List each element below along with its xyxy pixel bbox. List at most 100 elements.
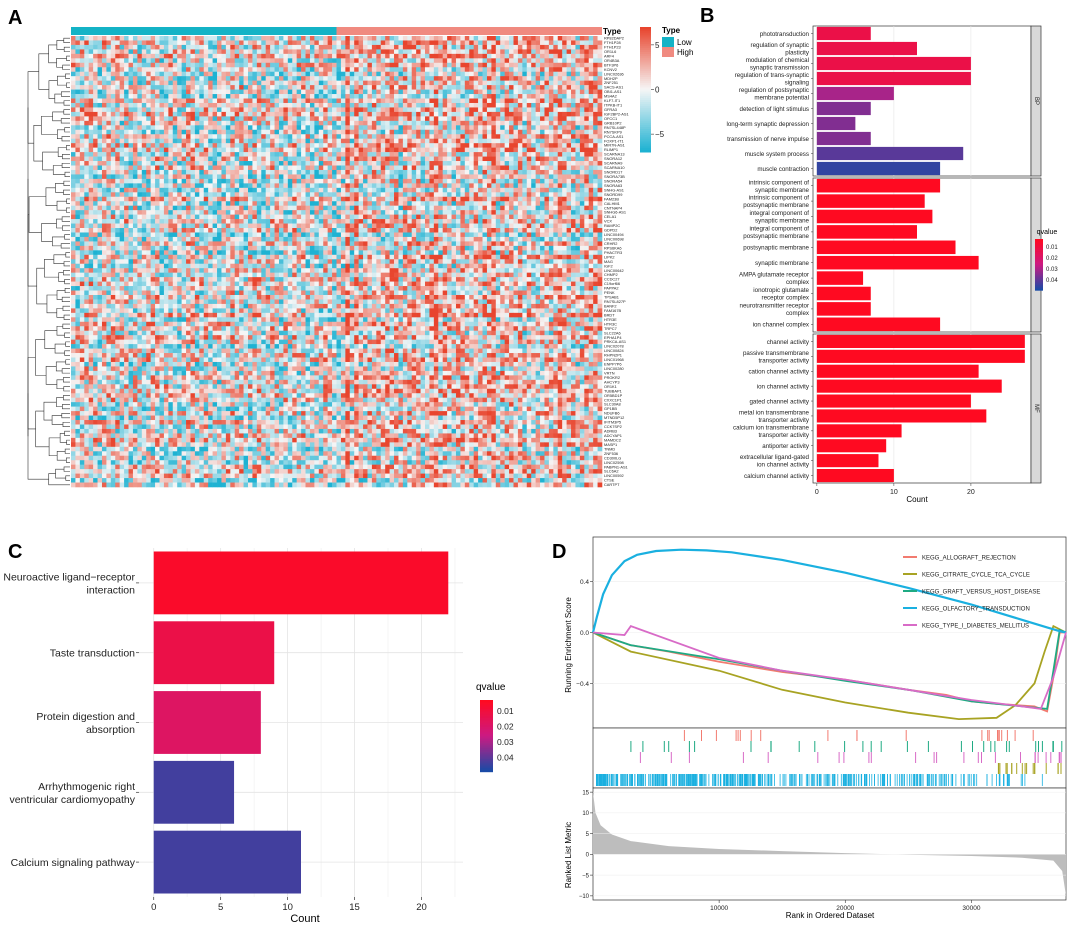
- panel-label-b: B: [700, 5, 714, 27]
- heat-cell: [190, 76, 196, 81]
- heat-cell: [398, 67, 404, 73]
- heat-cell: [115, 94, 120, 99]
- heat-cell: [491, 71, 497, 77]
- heat-cell: [106, 178, 112, 184]
- heat-cell: [301, 214, 306, 220]
- heat-cell: [309, 102, 315, 108]
- heat-cell: [433, 40, 439, 46]
- heat-cell: [283, 94, 289, 99]
- heat-cell: [243, 71, 249, 77]
- heat-cell: [429, 102, 435, 108]
- heat-cell: [203, 40, 209, 46]
- heat-cell: [177, 152, 182, 157]
- heat-cell: [252, 192, 258, 198]
- heat-cell: [349, 107, 355, 113]
- heat-cell: [455, 94, 461, 99]
- heat-cell: [473, 44, 479, 50]
- heat-cell: [517, 152, 523, 157]
- heat-cell: [553, 210, 559, 215]
- heat-cell: [212, 192, 218, 198]
- heat-cell: [305, 80, 311, 86]
- heat-cell: [336, 71, 342, 77]
- heat-cell: [194, 201, 200, 206]
- heat-cell: [345, 94, 351, 99]
- heat-cell: [478, 111, 483, 117]
- heat-cell: [79, 161, 85, 166]
- heat-cell: [132, 187, 138, 193]
- heat-cell: [234, 80, 240, 86]
- heat-cell: [425, 76, 430, 81]
- heat-cell: [389, 67, 395, 73]
- heat-cell: [442, 98, 448, 104]
- heat-cell: [314, 67, 320, 73]
- heat-cell: [278, 116, 284, 122]
- heat-cell: [363, 89, 368, 95]
- heat-cell: [557, 201, 563, 206]
- heat-cell: [522, 107, 528, 113]
- heat-cell: [177, 143, 182, 148]
- heat-cell: [588, 120, 594, 126]
- heat-cell: [305, 210, 311, 215]
- heat-cell: [239, 116, 244, 122]
- heat-cell: [380, 98, 386, 104]
- heat-cell: [181, 53, 187, 59]
- heat-cell: [146, 187, 151, 193]
- heat-cell: [548, 129, 554, 135]
- heat-cell: [438, 120, 443, 126]
- heat-cell: [243, 111, 249, 117]
- heat-cell: [500, 120, 505, 126]
- heat-cell: [332, 116, 337, 122]
- heat-cell: [287, 174, 293, 180]
- heat-cell: [438, 94, 443, 99]
- heat-cell: [172, 40, 178, 46]
- heat-cell: [252, 187, 258, 193]
- heat-cell: [141, 134, 147, 140]
- heat-cell: [513, 80, 519, 86]
- heat-cell: [110, 187, 116, 193]
- heat-cell: [562, 49, 567, 55]
- heat-cell: [208, 210, 213, 215]
- heat-cell: [318, 58, 324, 64]
- heat-cell: [336, 192, 342, 198]
- heat-cell: [486, 102, 492, 108]
- heat-cell: [155, 120, 160, 126]
- heat-cell: [132, 134, 138, 140]
- heat-cell: [544, 156, 550, 162]
- heat-cell: [455, 165, 461, 171]
- heat-cell: [460, 152, 466, 157]
- heat-cell: [420, 62, 426, 68]
- heat-cell: [495, 80, 501, 86]
- heat-cell: [469, 129, 474, 135]
- heat-cell: [371, 196, 377, 202]
- heat-cell: [305, 116, 311, 122]
- heat-cell: [252, 36, 258, 41]
- heat-cell: [358, 76, 364, 81]
- heat-cell: [513, 102, 519, 108]
- heat-cell: [562, 196, 567, 202]
- heat-cell: [318, 187, 324, 193]
- heat-cell: [535, 44, 541, 50]
- heat-cell: [239, 183, 244, 189]
- heat-cell: [584, 89, 590, 95]
- heat-cell: [402, 165, 408, 171]
- heat-cell: [367, 174, 373, 180]
- heat-cell: [119, 183, 125, 189]
- heat-cell: [296, 129, 302, 135]
- heat-cell: [571, 107, 576, 113]
- heat-cell: [354, 152, 359, 157]
- heat-cell: [296, 94, 302, 99]
- heat-cell: [239, 58, 244, 64]
- heat-cell: [345, 89, 351, 95]
- heat-cell: [88, 49, 94, 55]
- heat-cell: [478, 67, 483, 73]
- heat-cell: [186, 152, 191, 157]
- heat-cell: [217, 58, 222, 64]
- heat-cell: [270, 116, 275, 122]
- heat-cell: [186, 71, 191, 77]
- heat-cell: [190, 196, 196, 202]
- heat-cell: [287, 205, 293, 211]
- heat-cell: [301, 147, 306, 153]
- heat-cell: [327, 111, 333, 117]
- heat-cell: [336, 85, 342, 90]
- heat-cell: [447, 201, 452, 206]
